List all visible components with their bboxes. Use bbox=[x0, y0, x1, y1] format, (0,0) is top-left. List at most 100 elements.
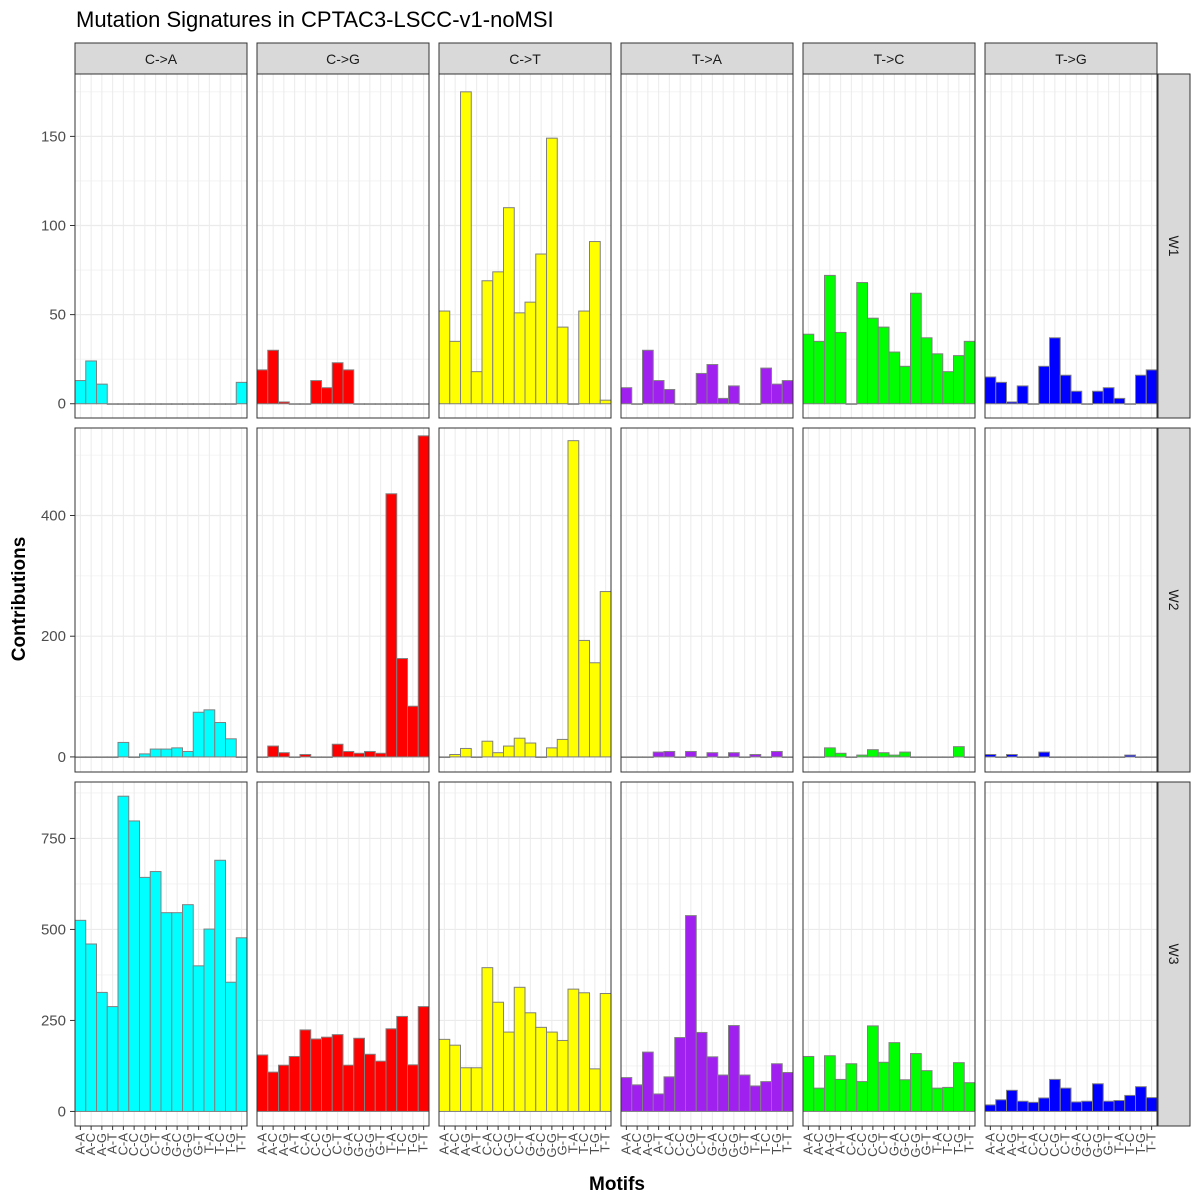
bar-W3-T->G-T-C bbox=[1124, 1094, 1136, 1112]
x-tick-label: T-C bbox=[212, 1133, 227, 1154]
x-tick-label: G-A bbox=[704, 1133, 719, 1156]
x-tick-label: G-A bbox=[522, 1133, 537, 1156]
bar-W3-T->A-G-A bbox=[706, 1056, 719, 1112]
bar-W3-T->G-C-C bbox=[1038, 1097, 1050, 1112]
panel-border bbox=[256, 73, 430, 419]
bar-W3-T->A-A-G bbox=[642, 1051, 654, 1112]
bar-W2-T->A-G-T bbox=[738, 756, 751, 759]
bar-W1-T->G-C-A bbox=[1027, 403, 1040, 405]
x-tick-label: A-C bbox=[629, 1133, 644, 1155]
x-tick-label: G-C bbox=[897, 1133, 912, 1157]
x-tick-label: T-C bbox=[394, 1133, 409, 1154]
bar-W3-T->G-A-T bbox=[1016, 1100, 1029, 1112]
panel-border bbox=[620, 427, 794, 773]
x-tick-label: A-C bbox=[265, 1133, 280, 1155]
bar-W2-T->C-A-C bbox=[813, 756, 825, 759]
bar-W1-T->A-C-C bbox=[674, 403, 686, 405]
bar-W1-T->G-T-T bbox=[1145, 369, 1158, 405]
x-tick-label: T-G bbox=[587, 1133, 602, 1155]
bar-W3-C->G-A-C bbox=[267, 1071, 279, 1112]
bar-W2-C->G-T-T bbox=[417, 435, 430, 758]
bar-W3-T->G-T-A bbox=[1113, 1100, 1126, 1112]
bar-W2-T->G-C-T bbox=[1059, 756, 1072, 759]
bar-W1-T->G-T-C bbox=[1124, 403, 1136, 405]
x-tick-label: A-G bbox=[276, 1133, 291, 1156]
bar-W1-C->A-T-G bbox=[225, 403, 237, 405]
x-tick-label: T-A bbox=[383, 1133, 398, 1154]
x-tick-label: C-C bbox=[308, 1133, 323, 1156]
y-tick-label: 150 bbox=[41, 128, 66, 145]
panel-background bbox=[985, 74, 1157, 418]
panel-border bbox=[256, 427, 430, 773]
bar-W2-C->T-T-G bbox=[589, 662, 601, 758]
bar-W3-T->G-G-A bbox=[1070, 1101, 1083, 1112]
bar-W2-C->G-T-G bbox=[407, 705, 419, 758]
x-tick-label: A-A bbox=[800, 1133, 815, 1155]
bar-W3-C->A-A-A bbox=[74, 919, 87, 1112]
bar-W2-C->G-C-G bbox=[321, 756, 333, 759]
bar-W1-T->G-A-T bbox=[1016, 385, 1029, 405]
panel-background bbox=[985, 428, 1157, 772]
bar-W1-T->C-T-T bbox=[963, 340, 976, 405]
bar-W1-T->A-T-G bbox=[771, 383, 783, 405]
bar-W2-T->C-C-G bbox=[867, 749, 879, 758]
bar-W3-T->C-G-A bbox=[888, 1042, 901, 1112]
bar-W2-C->G-G-C bbox=[353, 752, 365, 758]
bar-W1-T->A-T-C bbox=[760, 367, 772, 405]
bar-W2-C->G-T-C bbox=[396, 658, 408, 758]
panel-border bbox=[802, 427, 976, 773]
x-tick-label: T-G bbox=[1133, 1133, 1148, 1155]
bar-W3-C->G-G-T bbox=[374, 1060, 387, 1112]
bar-W2-T->A-C-G bbox=[685, 750, 697, 758]
bar-W2-T->A-A-T bbox=[652, 751, 665, 758]
x-tick-label: C-G bbox=[683, 1133, 698, 1157]
x-tick-label: T-T bbox=[780, 1133, 795, 1153]
strip-label-C->G: C->G bbox=[326, 51, 360, 67]
bar-W3-C->T-C-G bbox=[503, 1031, 515, 1112]
x-tick-label: C-G bbox=[319, 1133, 334, 1157]
bar-W1-C->A-A-T bbox=[106, 403, 119, 405]
panel-border bbox=[438, 73, 612, 419]
bar-W2-T->C-C-C bbox=[856, 754, 868, 758]
bar-W2-C->A-G-G bbox=[182, 750, 194, 758]
x-tick-label: G-T bbox=[737, 1133, 752, 1155]
bar-W1-T->G-C-T bbox=[1059, 374, 1072, 405]
bar-W1-C->G-A-A bbox=[256, 369, 269, 405]
bar-W1-T->G-G-C bbox=[1081, 403, 1093, 405]
bar-W2-T->G-A-C bbox=[995, 756, 1007, 759]
x-tick-label: C-A bbox=[479, 1133, 494, 1156]
bar-W3-T->C-C-T bbox=[877, 1061, 890, 1112]
bar-W2-T->G-G-T bbox=[1102, 756, 1115, 759]
bar-W2-C->A-A-G bbox=[96, 756, 108, 759]
bar-W2-C->T-A-T bbox=[470, 756, 483, 759]
bar-W1-C->T-T-A bbox=[567, 403, 580, 405]
x-tick-label: G-T bbox=[1101, 1133, 1116, 1155]
bar-W3-T->C-A-T bbox=[834, 1078, 847, 1112]
x-tick-label: G-G bbox=[1090, 1133, 1105, 1158]
x-tick-label: C-C bbox=[126, 1133, 141, 1156]
bar-W1-C->G-T-G bbox=[407, 403, 419, 405]
bar-W1-T->C-C-A bbox=[845, 403, 858, 405]
bar-W1-C->G-C-C bbox=[310, 380, 322, 405]
x-tick-label: A-G bbox=[458, 1133, 473, 1156]
bar-W2-C->T-G-A bbox=[524, 742, 537, 758]
bar-W3-T->A-G-C bbox=[717, 1074, 729, 1112]
bar-W2-C->A-C-T bbox=[149, 748, 162, 758]
bar-W2-C->G-A-A bbox=[256, 756, 269, 759]
bar-W2-C->A-A-T bbox=[106, 756, 119, 759]
bar-W1-C->G-C-T bbox=[331, 362, 344, 405]
bar-W1-T->A-C-T bbox=[695, 372, 708, 405]
bar-W2-T->G-C-A bbox=[1027, 756, 1040, 759]
x-tick-label: C-A bbox=[297, 1133, 312, 1156]
bar-W1-C->A-C-T bbox=[149, 403, 162, 405]
panel-background bbox=[803, 428, 975, 772]
y-tick-label: 0 bbox=[58, 396, 66, 413]
bar-W3-T->A-C-G bbox=[685, 915, 697, 1112]
bar-W3-C->A-G-G bbox=[182, 904, 194, 1112]
bar-W2-T->A-T-C bbox=[760, 756, 772, 759]
x-tick-label: T-G bbox=[951, 1133, 966, 1155]
bar-W2-C->A-G-C bbox=[171, 747, 183, 758]
bar-W3-C->G-C-C bbox=[310, 1038, 322, 1112]
bar-W1-C->G-G-G bbox=[364, 403, 376, 405]
panel-border bbox=[74, 73, 248, 419]
